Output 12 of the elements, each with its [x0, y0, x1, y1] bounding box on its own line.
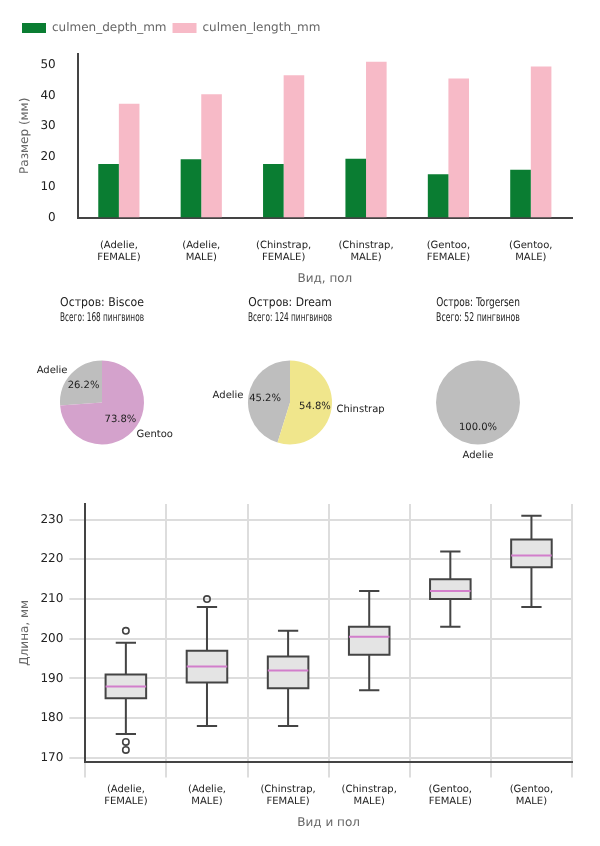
bar [366, 61, 387, 218]
bar [180, 159, 202, 218]
bar [510, 169, 531, 218]
bar [98, 163, 119, 218]
bar [345, 158, 367, 218]
bar [118, 103, 140, 218]
bar [263, 163, 284, 218]
bar [427, 174, 449, 218]
bar [448, 78, 470, 218]
bar [530, 66, 552, 218]
bar [201, 94, 222, 218]
bar [283, 75, 305, 218]
